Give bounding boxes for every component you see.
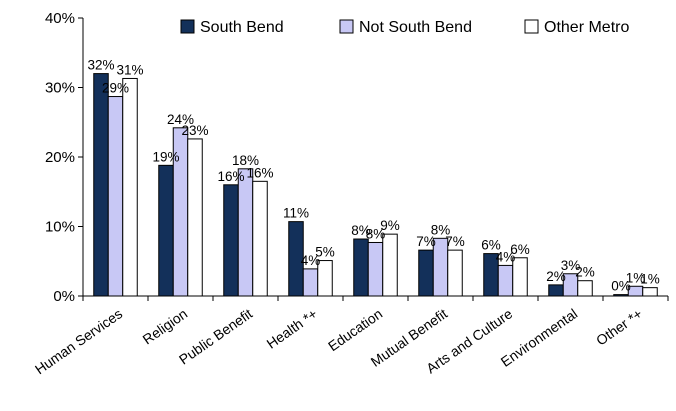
bar — [642, 287, 658, 297]
data-label: 7% — [445, 234, 465, 249]
data-label: 3% — [561, 258, 581, 273]
y-tick-label: 30% — [45, 80, 75, 97]
data-label: 19% — [152, 149, 179, 164]
data-label: 32% — [87, 58, 114, 73]
y-tick-label: 40% — [45, 10, 75, 27]
data-label: 1% — [640, 272, 660, 287]
legend-swatch — [180, 19, 195, 34]
data-label: 8% — [351, 223, 371, 238]
y-tick-label: 20% — [45, 149, 75, 166]
bar — [497, 264, 514, 297]
data-label: 4% — [301, 253, 321, 268]
data-label: 23% — [181, 123, 208, 138]
category-label: Health *+ — [264, 305, 321, 351]
bar — [317, 260, 333, 297]
data-label: 31% — [116, 62, 143, 77]
bar — [288, 221, 304, 297]
bar — [447, 249, 463, 297]
data-label: 7% — [416, 234, 436, 249]
data-label: 29% — [102, 81, 129, 96]
bar — [237, 168, 254, 297]
data-label: 8% — [431, 222, 451, 237]
bar — [252, 180, 268, 297]
category-label: Public Benefit — [176, 305, 255, 367]
category-label: Education — [325, 305, 385, 354]
legend-swatch — [524, 19, 539, 34]
legend-label: Other Metro — [544, 19, 629, 36]
data-label: 1% — [626, 270, 646, 285]
bar — [353, 238, 369, 297]
category-label: Religion — [140, 305, 191, 347]
data-label: 4% — [496, 249, 516, 264]
bar — [187, 138, 203, 297]
data-label: 5% — [315, 245, 335, 260]
data-label: 16% — [217, 169, 244, 184]
bars — [93, 73, 658, 297]
data-label: 11% — [283, 206, 309, 221]
bar — [122, 77, 138, 297]
data-label: 6% — [481, 238, 501, 253]
legend: South Bend Not South Bend Other Metro — [180, 19, 629, 36]
data-label: 9% — [380, 218, 400, 233]
legend-swatch — [339, 19, 354, 34]
data-label: 2% — [575, 265, 595, 280]
legend-label: Not South Bend — [359, 19, 472, 36]
legend-label: South Bend — [200, 19, 284, 36]
data-label: 16% — [246, 165, 273, 180]
data-label: 0% — [611, 279, 631, 294]
bar — [613, 294, 629, 297]
y-tick-label: 0% — [53, 288, 75, 305]
bar — [223, 184, 239, 297]
data-label: 24% — [167, 112, 194, 127]
data-label: 8% — [366, 226, 386, 241]
data-labels: 32%19%16%11%8%7% 6%2%0%29%24%18%4%8% 8%4%3… — [87, 58, 659, 294]
bar — [158, 164, 174, 297]
data-label: 6% — [510, 242, 530, 257]
bar — [367, 241, 384, 297]
bar — [548, 284, 564, 297]
bar — [302, 268, 319, 297]
y-tick-label: 10% — [45, 219, 75, 236]
bar — [93, 73, 109, 297]
data-label: 18% — [232, 153, 259, 168]
bar — [418, 249, 434, 297]
bar — [382, 233, 398, 297]
bar — [512, 257, 528, 297]
category-label: Other *+ — [593, 305, 645, 348]
data-label: 2% — [546, 269, 566, 284]
bar — [577, 280, 593, 297]
category-label: Human Services — [32, 305, 125, 377]
bar — [107, 96, 124, 297]
